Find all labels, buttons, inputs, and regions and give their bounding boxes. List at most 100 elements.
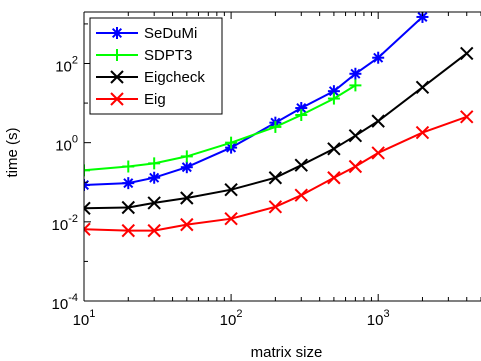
legend-marker [111,27,123,39]
legend-label: SeDuMi [144,25,197,42]
marker-stroke [180,191,194,205]
legend-label: SDPT3 [144,47,192,64]
data-point-eig-3 [180,217,194,232]
marker-stroke [327,142,341,156]
data-point-eigcheck-0 [84,201,91,215]
marker-stroke [147,196,161,210]
legend-entry-sdpt3: SDPT3 [96,47,192,64]
data-point-eig-8 [348,159,363,174]
marker-stroke [296,103,307,114]
legend-marker [110,70,124,84]
data-point-sdpt3-8 [349,79,362,92]
marker-stroke [460,46,474,61]
marker-stroke [415,80,430,95]
x-tick-label: 103 [367,308,390,329]
marker-stroke [268,171,283,185]
marker-stroke [84,206,91,215]
marker-stroke [350,68,361,79]
series-layer [84,12,474,238]
data-point-eig-6 [294,188,308,202]
marker-stroke [121,223,135,238]
data-point-sdpt3-6 [295,108,308,121]
data-point-eigcheck-3 [180,191,194,205]
y-tick-label: 10-4 [52,292,78,313]
data-point-eig-5 [268,200,283,214]
marker-stroke [110,70,124,84]
marker-stroke [180,217,194,232]
series-line-eigcheck [84,52,468,210]
marker-stroke [348,159,363,174]
marker-stroke [123,178,134,189]
data-point-sedumi-3 [180,161,193,174]
data-point-eigcheck-10 [415,80,430,95]
legend-marker [110,92,124,106]
legend: SeDuMi SDPT3 Eigcheck Eig [89,17,223,115]
legend-entry-eig: Eig [96,91,166,108]
marker-stroke [294,158,308,172]
data-point-eigcheck-1 [121,200,135,215]
marker-stroke [327,171,341,185]
marker-stroke [84,227,91,236]
marker-stroke [147,223,161,238]
data-point-sedumi-9 [372,51,385,64]
data-point-sedumi-1 [122,177,135,190]
data-point-eigcheck-6 [294,158,308,172]
y-tick-label: 102 [55,54,78,75]
data-point-sedumi-8 [349,67,362,80]
marker-stroke [121,200,135,215]
data-point-eigcheck-7 [327,142,341,156]
series-line-eig [84,115,468,232]
marker-stroke [224,182,238,197]
data-point-sdpt3-5 [269,120,282,133]
marker-stroke [294,188,308,202]
marker-stroke [371,146,385,160]
data-point-sedumi-2 [148,171,161,184]
data-point-eig-2 [147,223,161,238]
data-point-sdpt3-0 [84,164,90,177]
data-point-sdpt3-2 [148,157,161,170]
legend-marker [111,49,123,61]
marker-stroke [181,162,192,173]
data-point-eig-4 [224,211,238,226]
data-point-eigcheck-5 [268,171,283,185]
marker-stroke [84,183,90,191]
x-tick-label: 102 [220,308,243,329]
series-eigcheck [84,46,474,215]
data-point-eig-7 [327,171,341,185]
data-point-sdpt3-4 [225,136,238,149]
marker-stroke [268,200,283,214]
data-point-eigcheck-2 [147,196,161,210]
x-axis-label: matrix size [251,344,323,361]
data-point-eig-0 [84,222,91,236]
legend-entry-sedumi: SeDuMi [96,25,197,42]
marker-stroke [348,128,363,143]
data-point-eigcheck-8 [348,128,363,143]
data-point-eig-11 [460,110,474,124]
data-point-sdpt3-7 [327,92,340,105]
legend-label: Eigcheck [144,69,205,86]
axes-layer: 101 102 103 10-4 10-2 100 102 [52,11,481,329]
data-point-sdpt3-1 [122,160,135,173]
y-axis-label: time (s) [4,128,21,178]
data-point-eig-9 [371,146,385,160]
marker-stroke [149,172,160,183]
data-point-eigcheck-4 [224,182,238,197]
data-point-eig-1 [121,223,135,238]
data-point-eigcheck-11 [460,46,474,61]
marker-stroke [110,92,124,106]
legend-entry-eigcheck: Eigcheck [96,69,205,86]
data-point-sdpt3-3 [180,150,193,163]
marker-stroke [371,114,385,128]
y-tick-label: 100 [55,134,78,155]
marker-stroke [84,222,91,231]
marker-stroke [417,12,428,22]
x-tick-label: 101 [73,308,96,329]
marker-stroke [111,27,123,39]
series-sdpt3 [84,79,362,177]
data-point-eigcheck-9 [371,114,385,128]
marker-stroke [373,52,384,63]
marker-stroke [224,211,238,226]
marker-stroke [460,110,474,124]
legend-label: Eig [144,91,166,108]
